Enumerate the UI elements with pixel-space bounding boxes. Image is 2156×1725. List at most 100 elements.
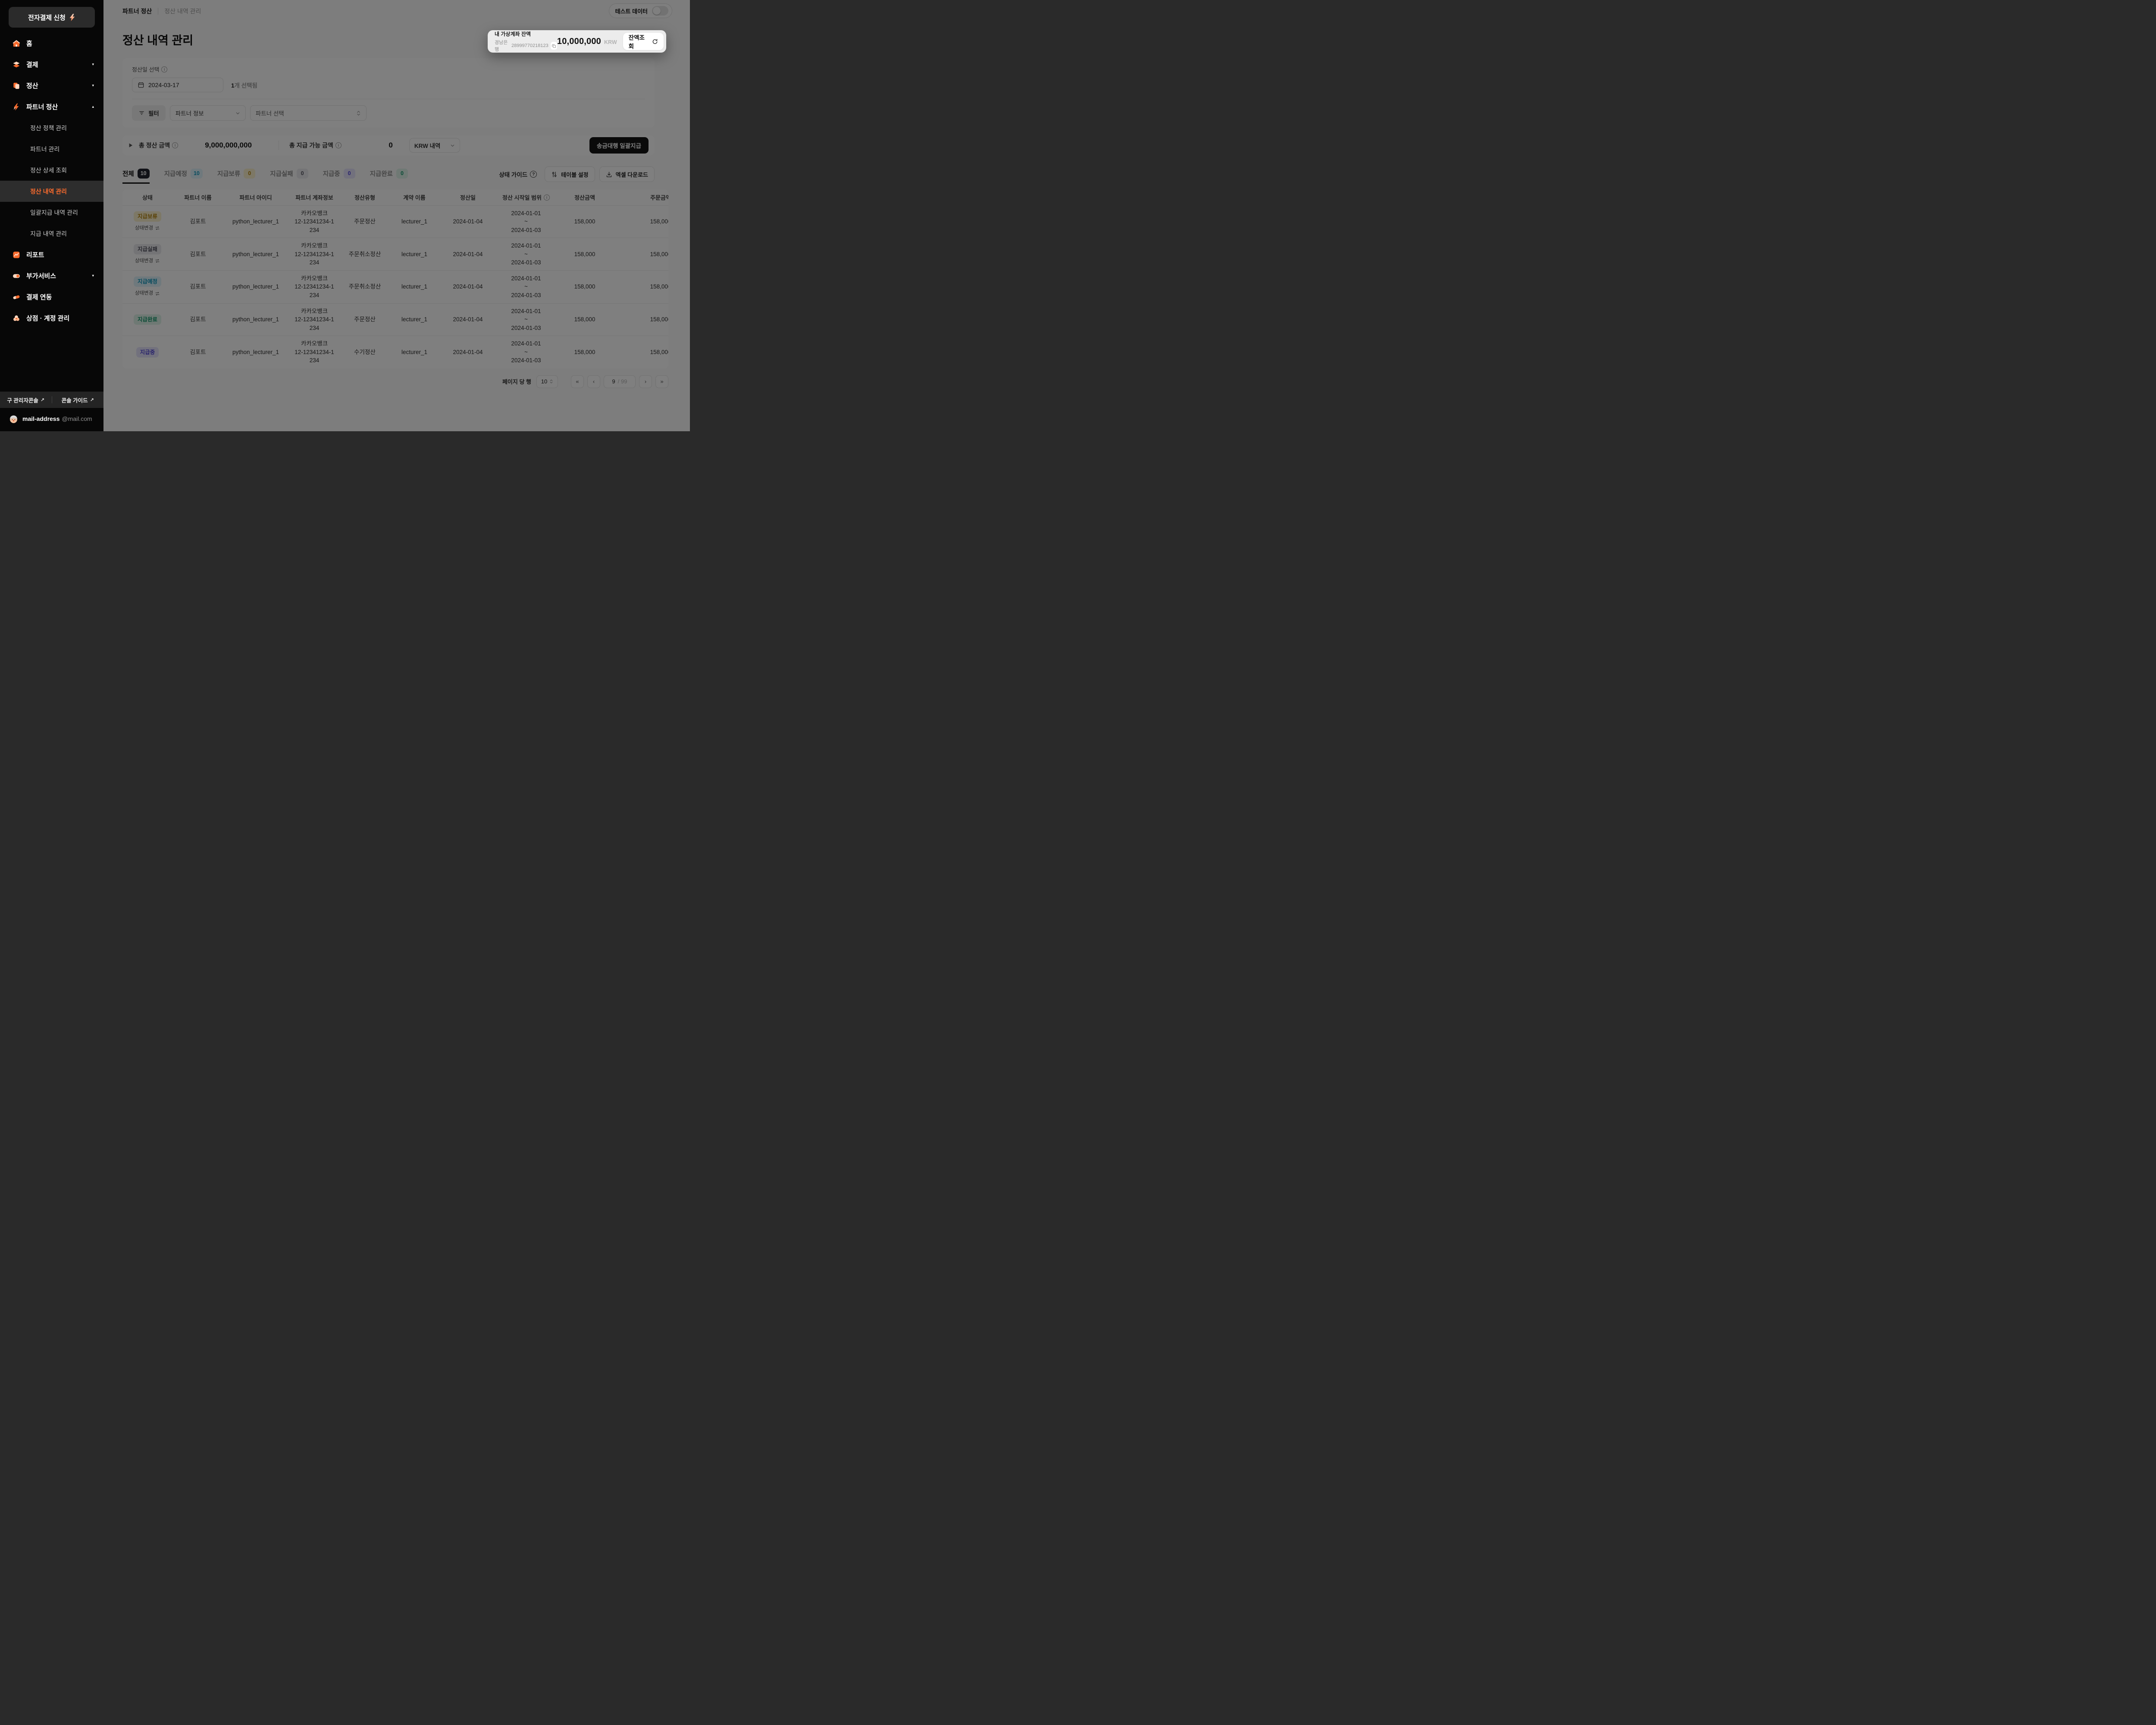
sidebar-item-settlement[interactable]: 정산 ▾ [0,75,103,96]
payable-label: 총 지급 가능 금액 [289,142,333,149]
legacy-console-label: 구 관리자콘솔 [7,397,38,404]
rows-per-page-select[interactable]: 10 [536,375,558,388]
test-data-label: 테스트 데이터 [615,8,648,15]
cell-settlement-date: 2024-01-04 [453,218,483,225]
table-settings-button[interactable]: 테이블 설정 [545,166,595,182]
cell-order-amount: 158,000 [613,303,668,336]
col-partner-id: 파트너 아이디 [223,190,288,206]
range-start: 2024-01-01 [511,210,541,216]
first-page-button[interactable]: « [571,375,584,388]
account-menu[interactable]: mail-address @mail.com [0,411,103,427]
sidebar-item-payments[interactable]: 결제 ▾ [0,54,103,75]
test-data-toggle[interactable]: 테스트 데이터 [608,3,672,18]
tab-hold[interactable]: 지급보류 0 [217,168,256,184]
col-settlement-type: 정산유형 [341,190,389,206]
copy-icon [552,44,556,48]
partner-settlement-submenu: 정산 정책 관리 파트너 관리 정산 상세 조회 정산 내역 관리 일괄지급 내… [0,117,103,244]
cell-partner-account: 카카오뱅크 12-12341234-1 234 [288,238,341,271]
cell-status: 지급중 [122,336,172,368]
sidebar-subitem-settlement-history-active[interactable]: 정산 내역 관리 [0,181,103,202]
cell-settlement-type: 주문취소정산 [341,270,389,304]
prev-page-button[interactable]: ‹ [587,375,600,388]
avatar [9,415,18,423]
tab-failed[interactable]: 지급실패 0 [270,168,308,184]
cell-settlement-range: 2024-01-01 ~ 2024-01-03 [496,238,556,271]
last-page-button[interactable]: » [655,375,668,388]
status-guide[interactable]: 상태 가이드 [499,170,537,179]
tab-processing[interactable]: 지급중 0 [323,168,355,184]
cell-partner-id: python_lecturer_1 [223,303,288,336]
sidebar-item-home[interactable]: 홈 [0,33,103,54]
range-start: 2024-01-01 [511,307,541,314]
sidebar-item-addon-services[interactable]: 부가서비스 ▾ [0,265,103,286]
sidebar-item-payment-integration[interactable]: 결제 연동 [0,286,103,307]
sidebar-subitem-settlement-policy[interactable]: 정산 정책 관리 [0,117,103,138]
selected-count-suffix: 개 선택됨 [234,82,257,89]
sidebar-subitem-bulk-payout-history[interactable]: 일괄지급 내역 관리 [0,202,103,223]
console-guide-link[interactable]: 콘솔 가이드 [52,396,104,404]
filter-button[interactable]: 필터 [132,105,166,121]
info-icon[interactable] [172,142,179,148]
breadcrumb-current: 정산 내역 관리 [164,8,201,15]
range-tilde: ~ [524,218,528,225]
total-settlement-value: 9,000,000,000 [205,141,252,149]
chevron-down-icon [451,144,454,147]
sidebar-item-partner-settlement[interactable]: 파트너 정산 ▴ [0,96,103,117]
balance-info: 내 가상계좌 잔액 경남은행 28999770218123 [495,30,557,53]
status-change-link[interactable]: 상태변경 [124,290,171,297]
integration-icon [13,295,20,299]
filter-button-label: 필터 [148,110,159,117]
tab-completed[interactable]: 지급완료 0 [370,168,408,184]
filter-icon [139,111,144,115]
date-picker-button[interactable]: 2024-03-17 [132,78,223,92]
subitem-label: 지급 내역 관리 [30,230,67,237]
legacy-console-link[interactable]: 구 관리자콘솔 [0,396,52,404]
partner-select-dropdown-value: 파트너 선택 [255,110,284,117]
currency-dropdown[interactable]: KRW 내역 [409,138,460,153]
settlement-table-card: 상태 파트너 이름 파트너 아이디 파트너 계좌정보 정산유형 계약 이름 정산… [122,190,668,368]
table-row[interactable]: 지급실패 상태변경 김포트 python_lecturer_1 카카오뱅크 12 [122,238,668,271]
account-number-line1: 12-12341234-1 [295,316,334,323]
expand-caret-icon[interactable] [128,143,133,148]
toggle-switch-off[interactable] [652,6,668,16]
status-change-link[interactable]: 상태변경 [124,225,171,232]
main-content: 파트너 정산 정산 내역 관리 테스트 데이터 정산 내역 관리 정산일 선택 [103,0,690,431]
excel-download-button[interactable]: 엑셀 다운로드 [599,166,655,182]
col-status: 상태 [122,190,172,206]
sidebar-subitem-partner-management[interactable]: 파트너 관리 [0,138,103,160]
status-badge: 지급보류 [133,211,161,222]
tab-scheduled[interactable]: 지급예정 10 [164,168,203,184]
status-change-link[interactable]: 상태변경 [124,257,171,265]
copy-account-button[interactable] [550,42,557,50]
sidebar-item-store-account[interactable]: 상점 · 계정 관리 [0,307,103,329]
selected-count: 1개 선택됨 [231,81,257,89]
page-indicator[interactable]: 9 / 99 [604,375,636,388]
bulk-pay-button[interactable]: 송금대행 일괄지급 [589,137,649,154]
epay-apply-button[interactable]: 전자결제 신청 [9,7,95,28]
status-change-label: 상태변경 [135,258,154,263]
payable-value: 0 [389,141,393,149]
tab-all[interactable]: 전체 10 [122,168,150,184]
info-icon[interactable] [543,194,550,201]
total-settlement-label-row: 총 정산 금액 [139,141,179,150]
table-row[interactable]: 지급보류 상태변경 김포트 python_lecturer_1 카카오뱅크 12 [122,205,668,238]
info-icon[interactable] [161,66,168,72]
tab-count-badge: 0 [244,168,256,179]
sidebar-subitem-payout-history[interactable]: 지급 내역 관리 [0,223,103,244]
cell-contract-name: lecturer_1 [389,270,440,304]
subitem-label: 일괄지급 내역 관리 [30,209,78,216]
filter-controls: 필터 파트너 정보 파트너 선택 [132,105,645,121]
sidebar-subitem-settlement-detail[interactable]: 정산 상세 조회 [0,160,103,181]
account-number-line2: 234 [309,226,320,233]
balance-check-button[interactable]: 잔액조회 [623,33,664,50]
next-page-button[interactable]: › [639,375,652,388]
sidebar-item-report[interactable]: 리포트 [0,244,103,265]
table-row[interactable]: 지급예정 상태변경 김포트 python_lecturer_1 카카오뱅크 12 [122,270,668,304]
partner-select-dropdown[interactable]: 파트너 선택 [250,105,367,121]
table-row[interactable]: 지급완료 김포트 python_lecturer_1 카카오뱅크 12-1234… [122,303,668,336]
partner-info-dropdown[interactable]: 파트너 정보 [169,105,246,121]
cell-contract-name: lecturer_1 [389,303,440,336]
info-icon[interactable] [335,142,342,148]
table-row[interactable]: 지급중 김포트 python_lecturer_1 카카오뱅크 12-12341… [122,336,668,368]
range-tilde: ~ [524,316,528,323]
